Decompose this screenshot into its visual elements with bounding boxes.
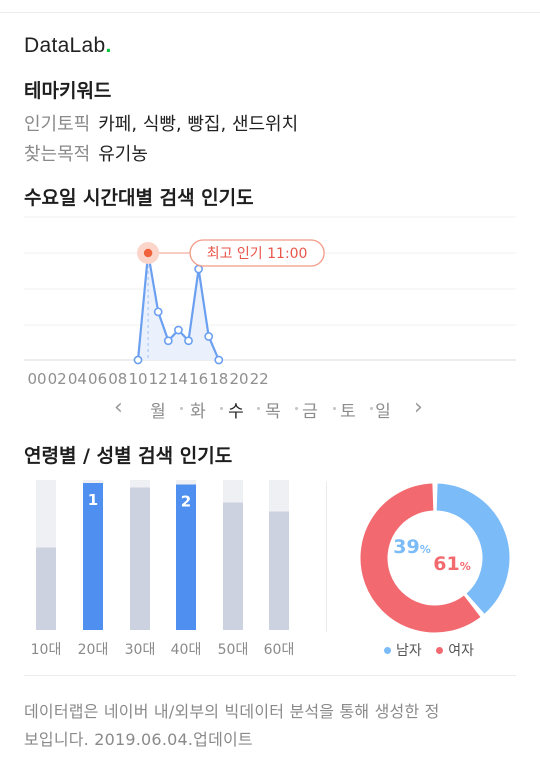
hourly-chart-title: 수요일 시간대별 검색 인기도 bbox=[24, 187, 254, 209]
x-tick-label: 10 bbox=[128, 370, 147, 388]
legend-male-label: 남자 bbox=[396, 643, 422, 659]
datalab-logo[interactable]: DataLab. bbox=[24, 34, 112, 58]
day-separator bbox=[295, 407, 298, 410]
day-thu[interactable]: 목 bbox=[265, 402, 281, 422]
bar bbox=[83, 483, 103, 630]
theme-keyword-title: 테마키워드 bbox=[24, 80, 112, 102]
day-separator bbox=[257, 407, 260, 410]
x-tick-label: 22 bbox=[250, 370, 269, 388]
x-tick-label: 00 bbox=[27, 370, 46, 388]
footer-line-2: 보입니다. 2019.06.04.업데이트 bbox=[24, 730, 253, 749]
chevron-right-icon[interactable]: › bbox=[414, 395, 423, 420]
data-point bbox=[173, 325, 183, 335]
bar-category-label: 10대 bbox=[31, 642, 62, 658]
x-tick-label: 02 bbox=[48, 370, 67, 388]
gender-legend: 남자 여자 bbox=[384, 640, 484, 660]
bar bbox=[223, 502, 243, 630]
peak-callout-box bbox=[189, 239, 325, 267]
logo-dot: . bbox=[105, 34, 112, 57]
donut-value-male: 39% bbox=[393, 536, 430, 558]
peak-point bbox=[143, 248, 153, 258]
data-point bbox=[204, 332, 214, 341]
donut-value-female: 61% bbox=[433, 553, 470, 575]
x-tick-label: 18 bbox=[209, 370, 228, 388]
donut-slice-male bbox=[436, 483, 510, 614]
chevron-left-icon[interactable]: ‹ bbox=[114, 395, 123, 420]
day-tue[interactable]: 화 bbox=[190, 402, 206, 422]
legend-male: 남자 bbox=[384, 640, 422, 660]
day-separator bbox=[220, 407, 223, 410]
day-separator bbox=[333, 407, 336, 410]
gender-donut-chart: 39%61% bbox=[360, 483, 510, 633]
footer-line-1: 데이터랩은 네이버 내/외부의 빅데이터 분석을 통해 생성한 정 bbox=[24, 702, 440, 721]
day-separator bbox=[180, 407, 183, 410]
footer-divider bbox=[24, 675, 516, 676]
bar-category-label: 40대 bbox=[171, 642, 202, 658]
demographic-title: 연령별 / 성별 검색 인기도 bbox=[24, 445, 233, 467]
bar-category-label: 60대 bbox=[264, 642, 295, 658]
bar bbox=[269, 511, 289, 630]
topic-row: 인기토픽 카페, 식빵, 빵집, 샌드위치 bbox=[24, 110, 298, 136]
day-wed[interactable]: 수 bbox=[228, 402, 244, 422]
chart-divider bbox=[326, 482, 327, 632]
day-sat[interactable]: 토 bbox=[340, 402, 356, 422]
day-fri[interactable]: 금 bbox=[302, 402, 318, 422]
donut-slice-female bbox=[360, 483, 481, 633]
hourly-line-chart: 최고 인기 11:00 00 02 04 06 08 10 12 14 16 18 20 22 bbox=[24, 216, 516, 388]
age-bar-chart: 10대 1 20대 30대 2 40대 50대 60대 bbox=[31, 480, 295, 658]
data-point bbox=[184, 336, 193, 346]
peak-callout-label: 최고 인기 11:00 bbox=[207, 246, 308, 262]
bar bbox=[176, 484, 196, 630]
bar bbox=[36, 547, 56, 630]
bar-rank-label: 1 bbox=[88, 491, 98, 509]
footer-note: 데이터랩은 네이버 내/외부의 빅데이터 분석을 통해 생성한 정 보입니다. … bbox=[24, 698, 516, 754]
line-area-fill bbox=[138, 253, 219, 360]
purpose-value[interactable]: 유기농 bbox=[98, 144, 148, 165]
data-point bbox=[214, 355, 224, 365]
legend-female-label: 여자 bbox=[448, 643, 474, 659]
x-tick-label: 14 bbox=[169, 370, 188, 388]
legend-female: 여자 bbox=[436, 640, 474, 660]
data-point bbox=[194, 264, 203, 274]
x-tick-label: 06 bbox=[88, 370, 107, 388]
bar bbox=[130, 487, 150, 630]
bar-rank-label: 2 bbox=[181, 493, 191, 511]
bar-category-label: 30대 bbox=[125, 642, 156, 658]
x-tick-label: 16 bbox=[189, 370, 208, 388]
data-point bbox=[163, 336, 173, 346]
day-mon[interactable]: 월 bbox=[150, 402, 166, 422]
x-tick-label: 20 bbox=[229, 370, 248, 388]
day-sun[interactable]: 일 bbox=[375, 402, 391, 422]
top-divider bbox=[0, 12, 540, 13]
bar-category-label: 50대 bbox=[218, 642, 249, 658]
legend-dot-male bbox=[384, 646, 391, 654]
bar-category-label: 20대 bbox=[78, 642, 109, 658]
topic-value[interactable]: 카페, 식빵, 빵집, 샌드위치 bbox=[98, 114, 299, 135]
topic-label: 인기토픽 bbox=[24, 114, 91, 135]
legend-dot-female bbox=[436, 646, 444, 654]
day-selector: ‹ 월 화 수 목 금 토 일 › bbox=[0, 395, 540, 423]
x-tick-label: 08 bbox=[108, 370, 127, 388]
purpose-label: 찾는목적 bbox=[24, 144, 91, 165]
logo-text: DataLab bbox=[24, 34, 106, 57]
x-tick-label: 12 bbox=[149, 370, 168, 388]
x-tick-label: 04 bbox=[68, 370, 87, 388]
data-point bbox=[133, 355, 143, 365]
purpose-row: 찾는목적 유기농 bbox=[24, 140, 148, 166]
day-separator bbox=[370, 407, 373, 410]
data-point bbox=[153, 307, 163, 317]
